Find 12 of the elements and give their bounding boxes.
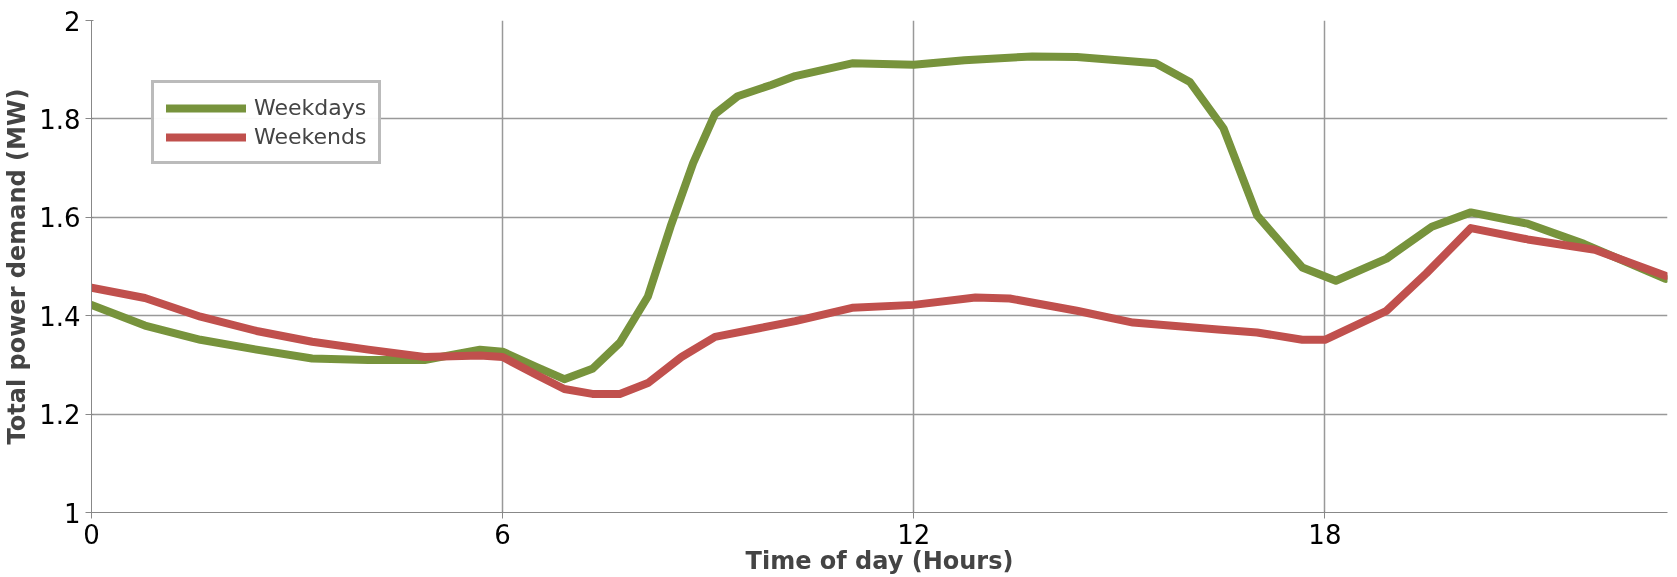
y-tick-label: 1.6 (39, 203, 81, 234)
x-tick-label: 0 (83, 519, 100, 550)
y-axis-title: Total power demand (MW) (3, 88, 32, 445)
y-tick-label: 1 (63, 498, 81, 529)
x-tick-label: 6 (494, 519, 511, 550)
y-tick-label: 1.8 (39, 104, 81, 135)
legend-label: Weekends (254, 124, 367, 149)
y-tick-label: 2 (63, 6, 81, 37)
y-tick-label: 1.4 (39, 301, 81, 332)
legend-label: Weekdays (254, 95, 367, 120)
x-tick-label: 18 (1308, 519, 1342, 550)
y-tick-label: 1.2 (39, 400, 81, 431)
